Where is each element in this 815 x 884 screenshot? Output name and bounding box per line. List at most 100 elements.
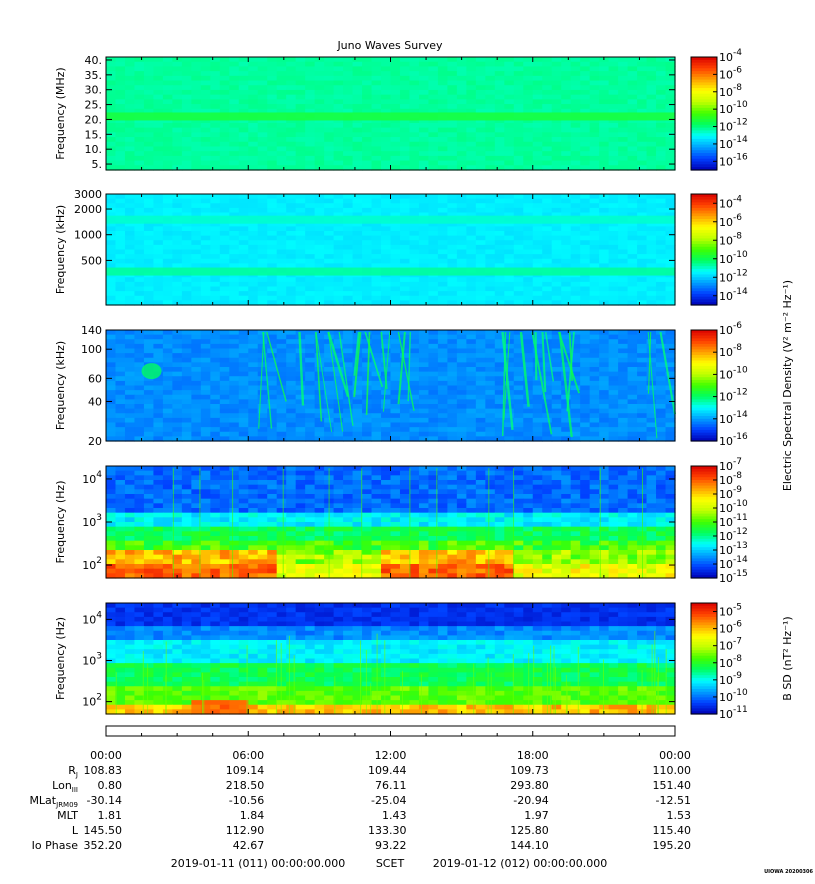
heatmap-cell [267,277,277,282]
heatmap-cell [277,353,287,358]
heatmap-cell [163,203,173,208]
heatmap-cell [599,254,609,259]
heatmap-cell [618,349,628,354]
heatmap-cell [324,90,334,95]
heatmap-cell [343,203,353,208]
heatmap-cell [419,432,429,437]
heatmap-cell [523,208,533,213]
heatmap-cell [296,296,306,301]
heatmap-cell [485,390,495,395]
heatmap-cell [286,240,296,245]
heatmap-cell [400,95,410,100]
heatmap-cell [438,99,448,104]
heatmap-cell [267,99,277,104]
heatmap-cell [210,427,220,432]
heatmap-cell [552,277,562,282]
heatmap-cell [115,128,125,133]
heatmap-cell [609,71,619,76]
heatmap-cell [552,90,562,95]
heatmap-cell [523,161,533,166]
heatmap-cell [618,432,628,437]
heatmap-cell [372,254,382,259]
heatmap-cell [599,71,609,76]
heatmap-cell [618,156,628,161]
heatmap-cell [542,71,552,76]
heatmap-cell [628,142,638,147]
heatmap-cell [485,194,495,199]
heatmap-cell [485,161,495,166]
heatmap-cell [372,208,382,213]
heatmap-cell [409,57,419,62]
heatmap-cell [296,161,306,166]
heatmap-cell [666,99,676,104]
heatmap-cell [466,330,476,335]
heatmap-cell [258,404,268,409]
heatmap-cell [428,85,438,90]
heatmap-cell [666,151,676,156]
heatmap-cell [315,81,325,86]
heatmap-cell [485,66,495,71]
heatmap-cell [153,427,163,432]
heatmap-cell [267,466,277,471]
heatmap-cell [267,344,277,349]
heatmap-cell [134,146,144,151]
y-tick-label: 10. [85,143,103,156]
heatmap-cell [296,427,306,432]
heatmap-cell [428,161,438,166]
heatmap-cell [533,466,543,471]
heatmap-cell [220,76,230,81]
heatmap-cell [438,90,448,95]
heatmap-cell [391,259,401,264]
heatmap-cell [134,203,144,208]
heatmap-cell [485,81,495,86]
heatmap-cell [590,208,600,213]
heatmap-cell [305,137,315,142]
heatmap-cell [476,137,486,142]
heatmap-cell [618,208,628,213]
heatmap-cell [191,99,201,104]
heatmap-cell [637,240,647,245]
heatmap-cell [523,90,533,95]
heatmap-cell [495,99,505,104]
heatmap-cell [362,236,372,241]
heatmap-cell [542,66,552,71]
heatmap-cell [362,362,372,367]
heatmap-cell [191,231,201,236]
heatmap-cell [172,362,182,367]
heatmap-cell [523,123,533,128]
heatmap-cell [229,418,239,423]
heatmap-cell [163,236,173,241]
heatmap-cell [438,142,448,147]
heatmap-cell [153,423,163,428]
heatmap-cell [258,259,268,264]
heatmap-cell [239,161,249,166]
heatmap-cell [267,471,277,476]
heatmap-cell [438,390,448,395]
heatmap-cell [248,226,258,231]
heatmap-cell [409,85,419,90]
heatmap-cell [267,123,277,128]
heatmap-cell [391,291,401,296]
heatmap-cell [552,386,562,391]
heatmap-cell [305,156,315,161]
heatmap-cell [381,81,391,86]
heatmap-cell [372,226,382,231]
heatmap-cell [381,161,391,166]
heatmap-cell [447,57,457,62]
heatmap-cell [391,161,401,166]
heatmap-cell [277,151,287,156]
heatmap-cell [609,381,619,386]
heatmap-cell [106,226,116,231]
heatmap-cell [609,282,619,287]
heatmap-cell [115,240,125,245]
heatmap-cell [182,203,192,208]
heatmap-cell [163,123,173,128]
heatmap-cell [504,95,514,100]
heatmap-cell [239,203,249,208]
heatmap-cell [334,409,344,414]
heatmap-cell [248,390,258,395]
heatmap-cell [153,475,163,480]
heatmap-cell [523,427,533,432]
heatmap-cell [324,282,334,287]
heatmap-cell [144,142,154,147]
